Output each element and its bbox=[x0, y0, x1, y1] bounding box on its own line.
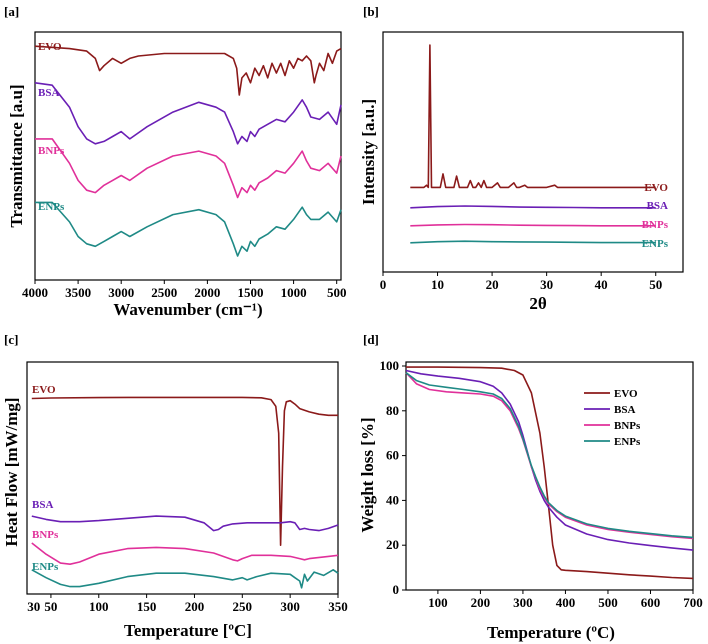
panel-c-x-tick-label: 200 bbox=[185, 599, 205, 614]
panel-b-series bbox=[410, 44, 656, 244]
panel-c-label-bnps: BNPs bbox=[32, 529, 59, 541]
panel-b-x-tick-label: 40 bbox=[595, 277, 608, 292]
panel-d-y-tick-label: 20 bbox=[386, 537, 399, 552]
panel-c-y-axis-title: Heat Flow [mW/mg] bbox=[2, 397, 21, 546]
panel-d-tga: [d] 100 200 300 400 500 600 700 0 20 40 60 80 100 EV… bbox=[358, 332, 703, 642]
panel-c-x-tick-label: 250 bbox=[233, 599, 253, 614]
panel-b-x-ticks: 0 10 20 30 40 50 bbox=[380, 272, 662, 292]
panel-b-series-bnps bbox=[410, 223, 656, 227]
panel-d-series-bsa bbox=[405, 369, 694, 551]
panel-d-y-tick-label: 0 bbox=[393, 582, 400, 597]
panel-c-x-tick-label: 300 bbox=[280, 599, 300, 614]
panel-a-x-ticks: 4000 3500 3000 2500 2000 1500 1000 500 bbox=[22, 280, 346, 300]
panel-a-x-tick-label: 1000 bbox=[281, 285, 307, 300]
panel-b-x-axis-title: 2θ bbox=[529, 294, 547, 313]
panel-a-series-evo bbox=[34, 45, 342, 96]
panel-a-x-tick-label: 4000 bbox=[22, 285, 48, 300]
panel-a-label-bnps: BNPs bbox=[38, 145, 65, 157]
panel-c-series bbox=[31, 396, 339, 589]
panel-b-frame bbox=[382, 31, 684, 273]
panel-d-y-tick-label: 40 bbox=[386, 492, 399, 507]
panel-c-x-tick-label: 30 bbox=[27, 599, 40, 614]
panel-d-x-tick-label: 500 bbox=[598, 595, 618, 610]
panel-a-label-bsa: BSA bbox=[38, 87, 59, 99]
panel-c-x-tick-label: 100 bbox=[89, 599, 109, 614]
panel-d-x-tick-label: 200 bbox=[471, 595, 491, 610]
panel-a-x-axis-title: Wavenumber (cm⁻¹) bbox=[113, 300, 262, 319]
panel-a-series-bsa bbox=[34, 82, 342, 145]
panel-a-y-axis-title: Transmittance [a.u] bbox=[7, 84, 26, 227]
panel-c-x-tick-label: 50 bbox=[44, 599, 57, 614]
panel-c-label-evo: EVO bbox=[32, 384, 56, 396]
panel-b-x-tick-label: 10 bbox=[431, 277, 444, 292]
panel-d-legend: EVO BSA BNPs ENPs bbox=[584, 388, 641, 448]
panel-c-x-ticks: 50 100 150 200 250 300 350 30 bbox=[27, 594, 348, 614]
panel-d-y-tick-label: 100 bbox=[380, 358, 400, 373]
panel-b-x-tick-label: 30 bbox=[540, 277, 553, 292]
panel-b-label-evo: EVO bbox=[644, 182, 668, 194]
panel-a-x-tick-label: 500 bbox=[327, 285, 347, 300]
panel-a-x-tick-label: 1500 bbox=[237, 285, 263, 300]
panel-b-series-labels: EVO BSA BNPs ENPs bbox=[642, 182, 669, 250]
panel-b-label-enps: ENPs bbox=[642, 238, 669, 250]
panel-c-frame bbox=[26, 361, 339, 595]
panel-b-x-tick-label: 0 bbox=[380, 277, 387, 292]
panel-a-label-evo: EVO bbox=[38, 41, 62, 53]
panel-d-series-evo bbox=[406, 366, 694, 580]
panel-b-series-bsa bbox=[410, 205, 656, 209]
panel-d-series-enps bbox=[405, 372, 694, 539]
panel-d-x-axis-title: Temperature (ºC) bbox=[487, 623, 615, 642]
panel-c-label-enps: ENPs bbox=[32, 561, 59, 573]
panel-b-series-enps bbox=[410, 240, 656, 244]
panel-b-x-tick-label: 50 bbox=[649, 277, 662, 292]
panel-c-series-labels: EVO BSA BNPs ENPs bbox=[32, 384, 59, 573]
panel-c-x-tick-label: 350 bbox=[328, 599, 348, 614]
panel-d-legend-label-bsa: BSA bbox=[614, 404, 635, 416]
panel-a-label-enps: ENPs bbox=[38, 201, 65, 213]
panel-d-legend-label-evo: EVO bbox=[614, 388, 638, 400]
panel-a-series bbox=[34, 45, 342, 257]
panel-c-dsc: [c] 50 100 150 200 250 300 350 30 EVO BSA BNPs ENP… bbox=[2, 332, 348, 640]
panel-a-x-tick-label: 3500 bbox=[65, 285, 91, 300]
panel-c-series-bsa bbox=[31, 515, 339, 532]
panel-d-label: [d] bbox=[363, 332, 379, 347]
panel-d-frame bbox=[405, 361, 694, 591]
panel-b-xrd: [b] 0 10 20 30 40 50 EVO BSA BNPs ENPs 2θ Intens… bbox=[359, 4, 684, 313]
panel-a-x-tick-label: 2500 bbox=[151, 285, 177, 300]
panel-b-label: [b] bbox=[363, 4, 379, 19]
panel-a-label: [a] bbox=[4, 4, 19, 19]
panel-b-x-tick-label: 20 bbox=[486, 277, 499, 292]
panel-d-x-tick-label: 400 bbox=[556, 595, 576, 610]
panel-c-series-bnps bbox=[31, 542, 339, 566]
panel-a-ftir: [a] 4000 3500 3000 2500 2000 1500 1000 500 EVO B… bbox=[4, 4, 346, 319]
panel-d-legend-label-bnps: BNPs bbox=[614, 420, 641, 432]
panel-b-series-evo bbox=[410, 44, 656, 189]
panel-c-x-axis-title: Temperature [ºC] bbox=[124, 621, 252, 640]
panel-d-series bbox=[405, 366, 694, 580]
panel-a-series-bnps bbox=[35, 138, 342, 199]
panel-b-y-axis-title: Intensity [a.u.] bbox=[359, 99, 378, 205]
panel-d-x-tick-label: 300 bbox=[513, 595, 533, 610]
panel-d-x-tick-label: 700 bbox=[683, 595, 703, 610]
panel-b-label-bnps: BNPs bbox=[642, 219, 669, 231]
panel-a-x-tick-label: 3000 bbox=[108, 285, 134, 300]
panel-c-label: [c] bbox=[4, 332, 18, 347]
panel-d-y-tick-label: 80 bbox=[386, 403, 399, 418]
panel-c-x-tick-label: 150 bbox=[137, 599, 157, 614]
panel-a-frame bbox=[34, 31, 342, 281]
panel-d-y-tick-label: 60 bbox=[386, 448, 399, 463]
panel-c-label-bsa: BSA bbox=[32, 499, 53, 511]
panel-a-x-tick-label: 2000 bbox=[194, 285, 220, 300]
panel-d-x-tick-label: 600 bbox=[641, 595, 661, 610]
panel-c-series-enps bbox=[31, 568, 339, 589]
panel-a-series-labels: EVO BSA BNPs ENPs bbox=[38, 41, 65, 213]
panel-d-y-axis-title: Weight loss [%] bbox=[358, 417, 377, 532]
panel-d-x-tick-label: 100 bbox=[428, 595, 448, 610]
panel-d-ticks: 100 200 300 400 500 600 700 0 20 40 60 80 100 bbox=[380, 358, 703, 610]
panel-a-series-enps bbox=[35, 201, 342, 257]
panel-d-legend-label-enps: ENPs bbox=[614, 436, 641, 448]
panel-c-series-evo bbox=[31, 396, 338, 547]
panel-b-label-bsa: BSA bbox=[647, 200, 668, 212]
